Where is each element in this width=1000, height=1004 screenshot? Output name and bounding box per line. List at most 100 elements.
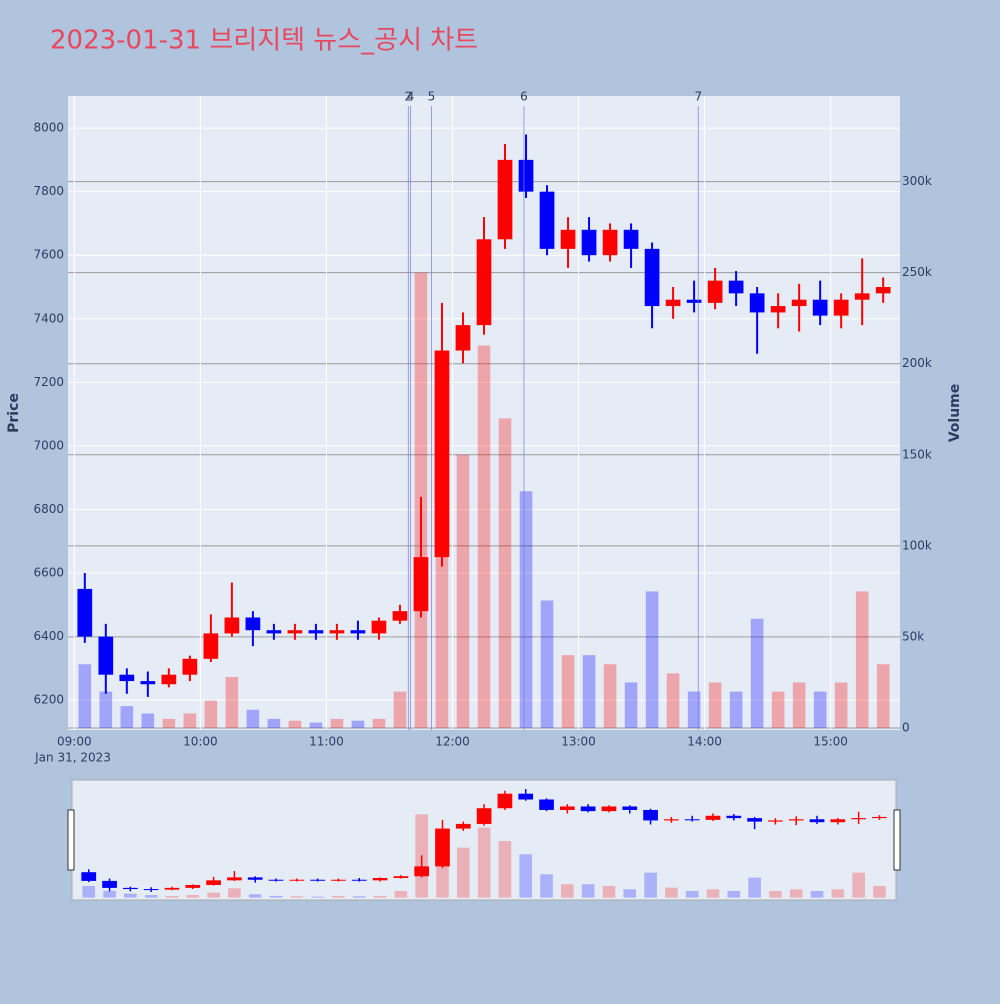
volume-bar — [225, 676, 239, 728]
mini-volume-bar — [373, 895, 387, 898]
volume-bar — [204, 700, 218, 728]
mini-volume-bar — [581, 884, 595, 898]
candle-body — [182, 658, 198, 675]
mini-volume-bar — [144, 894, 158, 898]
candle-body — [77, 588, 93, 637]
mini-volume-bar — [685, 890, 699, 898]
volume-bar — [687, 691, 701, 728]
volume-bar — [540, 600, 554, 728]
y-tick-label: 6200 — [33, 693, 64, 707]
mini-volume-bar — [769, 890, 782, 898]
mini-volume-bar — [665, 887, 678, 898]
mini-candle-body — [393, 876, 409, 878]
y-tick-label: 6800 — [33, 502, 64, 516]
candle-body — [665, 299, 681, 307]
x-tick-label: 09:00 — [57, 735, 92, 749]
mini-volume-bar — [456, 847, 470, 898]
volume-bar — [477, 345, 491, 728]
candle-body — [812, 299, 828, 316]
mini-candle-body — [580, 806, 596, 812]
mini-candle-body — [601, 806, 617, 812]
volume-bar — [750, 618, 764, 728]
mini-candle-body — [81, 872, 97, 881]
volume-bar — [771, 691, 785, 728]
y-tick-label: 7400 — [33, 311, 64, 325]
y-tick-label: 8000 — [33, 121, 64, 135]
candle-body — [518, 159, 534, 192]
mini-volume-bar — [644, 872, 657, 898]
y-tick-label: 7600 — [33, 248, 64, 262]
volume-bar — [498, 418, 512, 728]
x-tick-label: 14:00 — [687, 735, 722, 749]
candle-body — [539, 191, 555, 249]
volume-bar — [855, 591, 869, 728]
mini-volume-bar — [561, 884, 574, 898]
mini-volume-bar — [124, 893, 137, 898]
candle-body — [707, 280, 723, 303]
annotation-label: 2 — [405, 90, 413, 104]
plot-area — [68, 96, 900, 730]
y-tick-label: 6400 — [33, 629, 64, 643]
mini-candle-body — [310, 879, 325, 881]
volume-bar — [330, 718, 344, 728]
slider-handle[interactable] — [893, 809, 901, 871]
mini-candle-body — [185, 884, 201, 888]
slider-handle[interactable] — [67, 809, 75, 871]
mini-candle-body — [788, 819, 804, 821]
volume-bar — [792, 682, 806, 728]
candle-body — [560, 229, 576, 249]
candle-body — [791, 299, 807, 307]
mini-volume-bar — [873, 885, 886, 898]
mini-candle-body — [872, 816, 887, 819]
mini-volume-bar — [519, 854, 533, 898]
candle-body — [749, 293, 765, 313]
mini-candle-body — [539, 799, 554, 810]
mini-volume-bar — [311, 896, 324, 898]
candle-body — [476, 239, 492, 326]
y2-tick-label: 250k — [902, 265, 932, 279]
mini-volume-bar — [831, 889, 845, 898]
volume-bar — [246, 709, 260, 728]
candle-body — [728, 280, 744, 294]
mini-volume-bar — [248, 894, 262, 898]
volume-bar — [561, 655, 575, 728]
mini-volume-bar — [789, 889, 803, 898]
candle-body — [434, 350, 450, 558]
volume-bar — [603, 664, 617, 728]
volume-bar — [309, 722, 323, 728]
y-axis-title: Price — [6, 393, 22, 433]
volume-bar — [813, 691, 827, 728]
mini-volume-bar — [477, 827, 491, 898]
mini-volume-bar — [394, 890, 408, 898]
mini-candle-body — [455, 823, 471, 829]
mini-volume-bar — [332, 895, 345, 898]
volume-bar — [120, 706, 134, 728]
candle-body — [140, 681, 156, 685]
volume-bar — [582, 655, 596, 728]
volume-bar — [666, 673, 680, 728]
volume-bar — [519, 491, 533, 728]
volume-bar — [99, 691, 113, 728]
mini-volume-bar — [165, 895, 179, 898]
mini-candle-body — [726, 815, 742, 819]
volume-bar — [393, 691, 407, 728]
mini-candle-body — [518, 793, 534, 800]
volume-bar — [351, 720, 365, 728]
mini-candle-body — [372, 877, 388, 881]
candle-body — [770, 306, 786, 313]
annotation-label: 5 — [428, 90, 436, 104]
volume-bar — [645, 591, 659, 728]
mini-candle-body — [268, 879, 284, 881]
volume-bar — [876, 664, 890, 728]
y2-tick-label: 200k — [902, 356, 932, 370]
mini-volume-bar — [290, 896, 304, 898]
mini-candle-body — [476, 808, 492, 824]
mini-candle-body — [830, 819, 846, 823]
candle-body — [854, 293, 870, 300]
range-slider[interactable] — [71, 779, 897, 901]
y-tick-label: 7800 — [33, 184, 64, 198]
candle-body — [245, 617, 261, 631]
mini-candle-body — [289, 879, 305, 881]
candle-body — [686, 299, 702, 303]
mini-candle-body — [809, 819, 825, 823]
